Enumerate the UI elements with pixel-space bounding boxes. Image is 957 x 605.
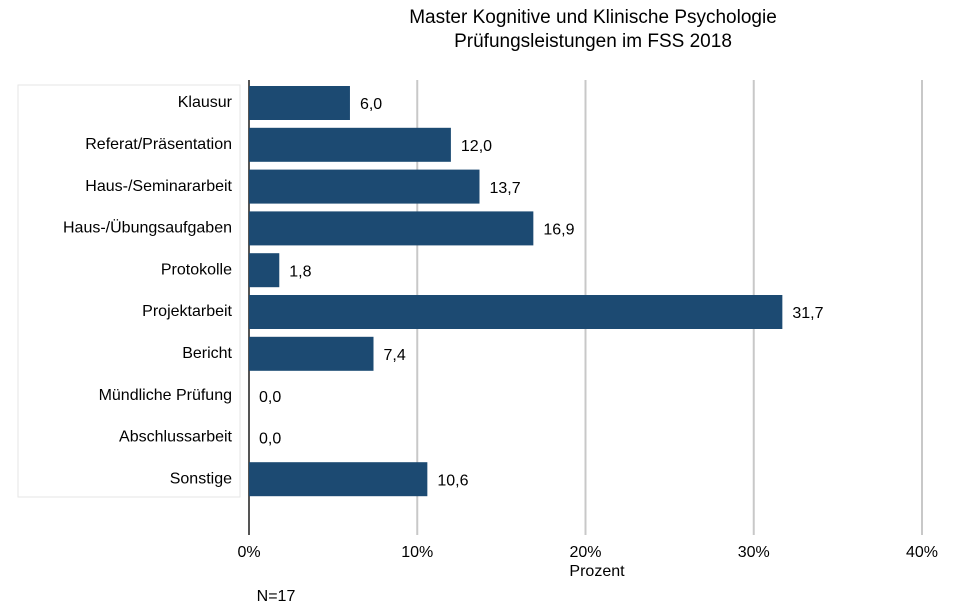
bar — [249, 127, 451, 162]
bar — [249, 169, 480, 204]
x-tick-label: 0% — [237, 544, 260, 561]
x-tick-label: 30% — [738, 544, 770, 561]
y-tick-label: Bericht — [182, 345, 232, 362]
data-label: 0,0 — [259, 431, 281, 448]
data-label: 7,4 — [384, 347, 406, 364]
y-tick-label: Protokolle — [161, 261, 232, 278]
bar — [249, 253, 280, 288]
label-box — [17, 84, 241, 498]
x-tick-label: 10% — [401, 544, 433, 561]
y-tick-label: Haus-/Seminararbeit — [85, 178, 232, 195]
y-tick-label: Sonstige — [170, 470, 232, 487]
data-label: 12,0 — [461, 138, 492, 155]
y-tick-label: Mündliche Prüfung — [99, 387, 232, 404]
y-tick-label: Projektarbeit — [142, 303, 232, 320]
bar — [249, 211, 534, 246]
data-label: 16,9 — [543, 222, 574, 239]
data-label: 31,7 — [792, 305, 823, 322]
data-label: 13,7 — [490, 180, 521, 197]
data-label: 0,0 — [259, 389, 281, 406]
chart-subtitle: Prüfungsleistungen im FSS 2018 — [454, 31, 732, 52]
y-tick-label: Haus-/Übungsaufgaben — [63, 219, 232, 237]
data-label: 10,6 — [437, 472, 468, 489]
y-tick-label: Referat/Präsentation — [85, 136, 232, 153]
y-tick-label: Klausur — [178, 94, 233, 111]
y-tick-label: Abschlussarbeit — [119, 429, 233, 446]
x-tick-label: 20% — [569, 544, 601, 561]
note: N=17 — [257, 588, 296, 605]
x-tick-label: 40% — [906, 544, 938, 561]
x-axis-label: Prozent — [569, 563, 625, 580]
bar — [249, 336, 374, 371]
bar — [249, 462, 428, 497]
data-label: 6,0 — [360, 96, 382, 113]
data-label: 1,8 — [289, 263, 311, 280]
chart-title: Master Kognitive und Klinische Psycholog… — [409, 7, 777, 28]
bar — [249, 295, 783, 329]
bar — [249, 86, 350, 120]
